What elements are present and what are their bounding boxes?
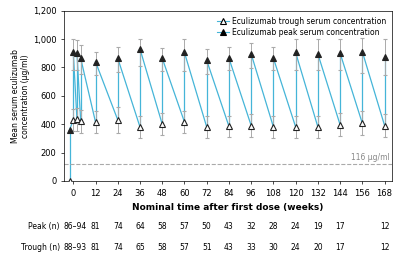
Text: 19: 19 [313, 222, 323, 231]
Text: 58: 58 [158, 222, 167, 231]
Text: 74: 74 [113, 243, 123, 252]
Text: 32: 32 [246, 222, 256, 231]
Text: 30: 30 [268, 243, 278, 252]
Y-axis label: Mean serum eculizumab
concentration (μg/ml): Mean serum eculizumab concentration (μg/… [10, 49, 30, 143]
Text: 50: 50 [202, 222, 212, 231]
Text: 17: 17 [335, 243, 345, 252]
Text: 81: 81 [91, 243, 100, 252]
Text: 81: 81 [91, 222, 100, 231]
Text: Trough (n): Trough (n) [21, 243, 60, 252]
Text: 20: 20 [313, 243, 323, 252]
Text: 116 μg/ml: 116 μg/ml [351, 153, 390, 162]
Text: 65: 65 [135, 243, 145, 252]
Text: 57: 57 [180, 222, 189, 231]
Text: 74: 74 [113, 222, 123, 231]
Text: 12: 12 [380, 222, 389, 231]
Text: 58: 58 [158, 243, 167, 252]
Text: 51: 51 [202, 243, 212, 252]
Text: 64: 64 [135, 222, 145, 231]
Text: 24: 24 [291, 222, 300, 231]
Text: Peak (n): Peak (n) [28, 222, 60, 231]
Text: 88–93: 88–93 [64, 243, 87, 252]
Text: 28: 28 [269, 222, 278, 231]
Text: 17: 17 [335, 222, 345, 231]
Legend: Eculizumab trough serum concentration, Eculizumab peak serum concentration: Eculizumab trough serum concentration, E… [215, 14, 388, 39]
X-axis label: Nominal time after first dose (weeks): Nominal time after first dose (weeks) [132, 203, 324, 212]
Text: 86–94: 86–94 [64, 222, 87, 231]
Text: 43: 43 [224, 243, 234, 252]
Text: 57: 57 [180, 243, 189, 252]
Text: 24: 24 [291, 243, 300, 252]
Text: 33: 33 [246, 243, 256, 252]
Text: 12: 12 [380, 243, 389, 252]
Text: 43: 43 [224, 222, 234, 231]
